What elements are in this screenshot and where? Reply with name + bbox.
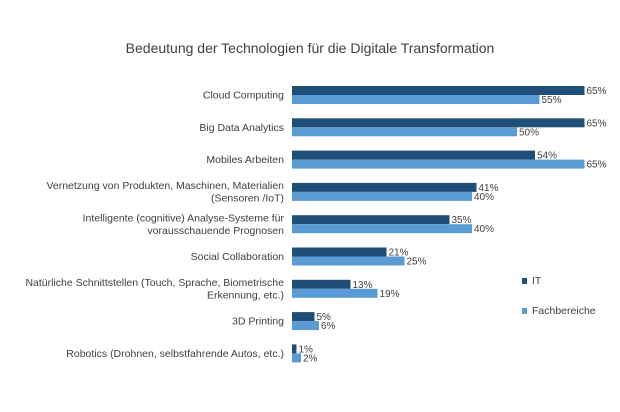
value-label: 65% [587, 118, 607, 129]
value-label: 40% [474, 224, 494, 235]
category-label: Big Data Analytics [199, 122, 284, 134]
value-label: 65% [587, 160, 607, 171]
bar-it [292, 150, 535, 160]
value-label: 41% [479, 183, 499, 194]
bar-it [292, 118, 585, 128]
value-label: 65% [587, 86, 607, 97]
value-label: 13% [353, 280, 373, 291]
chart-title: Bedeutung der Technologien für die Digit… [125, 40, 495, 56]
category-label: Robotics (Drohnen, selbstfahrende Autos,… [66, 348, 284, 360]
bar-it [292, 247, 387, 257]
bar-fachbereiche [292, 256, 405, 266]
bar-it [292, 215, 450, 225]
category-labels: Cloud Computing Big Data Analytics Mobiles… [25, 90, 284, 360]
value-label: 1% [299, 344, 314, 355]
legend-label: IT [532, 275, 542, 287]
bar-it [292, 312, 315, 322]
bar-it [292, 344, 297, 354]
category-label: Vernetzung von Produkten, Maschinen, Mat… [46, 180, 284, 205]
bar-it [292, 86, 585, 95]
value-label: 25% [407, 257, 427, 268]
bar-fachbereiche [292, 159, 585, 169]
value-label: 55% [542, 95, 562, 106]
value-label: 54% [537, 151, 557, 162]
category-label: Intelligente (cognitive) Analyse-Systeme… [83, 212, 285, 237]
value-label: 35% [452, 215, 472, 226]
legend-label: Fachbereiche [532, 305, 596, 317]
bar-fachbereiche [292, 288, 378, 298]
category-label: Cloud Computing [203, 90, 284, 102]
value-label: 50% [519, 127, 539, 138]
value-label: 19% [380, 289, 400, 300]
legend-swatch [522, 278, 527, 284]
category-label: 3D Printing [232, 316, 284, 328]
value-label: 2% [303, 353, 318, 364]
category-label: Social Collaboration [191, 251, 285, 263]
bar-fachbereiche [292, 353, 301, 363]
legend: IT Fachbereiche [522, 275, 596, 317]
category-label: Natürliche Schnittstellen (Touch, Sprach… [25, 277, 284, 302]
value-label: 40% [474, 192, 494, 203]
bar-group: 65%55%65%50%54%65%41%40%35%40%21%25%13%1… [292, 86, 607, 364]
bar-fachbereiche [292, 224, 472, 234]
category-label: Mobiles Arbeiten [206, 154, 284, 166]
bar-fachbereiche [292, 321, 319, 331]
bar-it [292, 182, 477, 192]
value-label: 6% [321, 321, 336, 332]
value-label: 21% [389, 248, 409, 259]
bar-fachbereiche [292, 191, 472, 201]
legend-swatch [522, 308, 527, 314]
bar-fachbereiche [292, 95, 540, 104]
bar-it [292, 279, 351, 289]
bar-fachbereiche [292, 127, 517, 137]
value-label: 5% [317, 312, 332, 323]
